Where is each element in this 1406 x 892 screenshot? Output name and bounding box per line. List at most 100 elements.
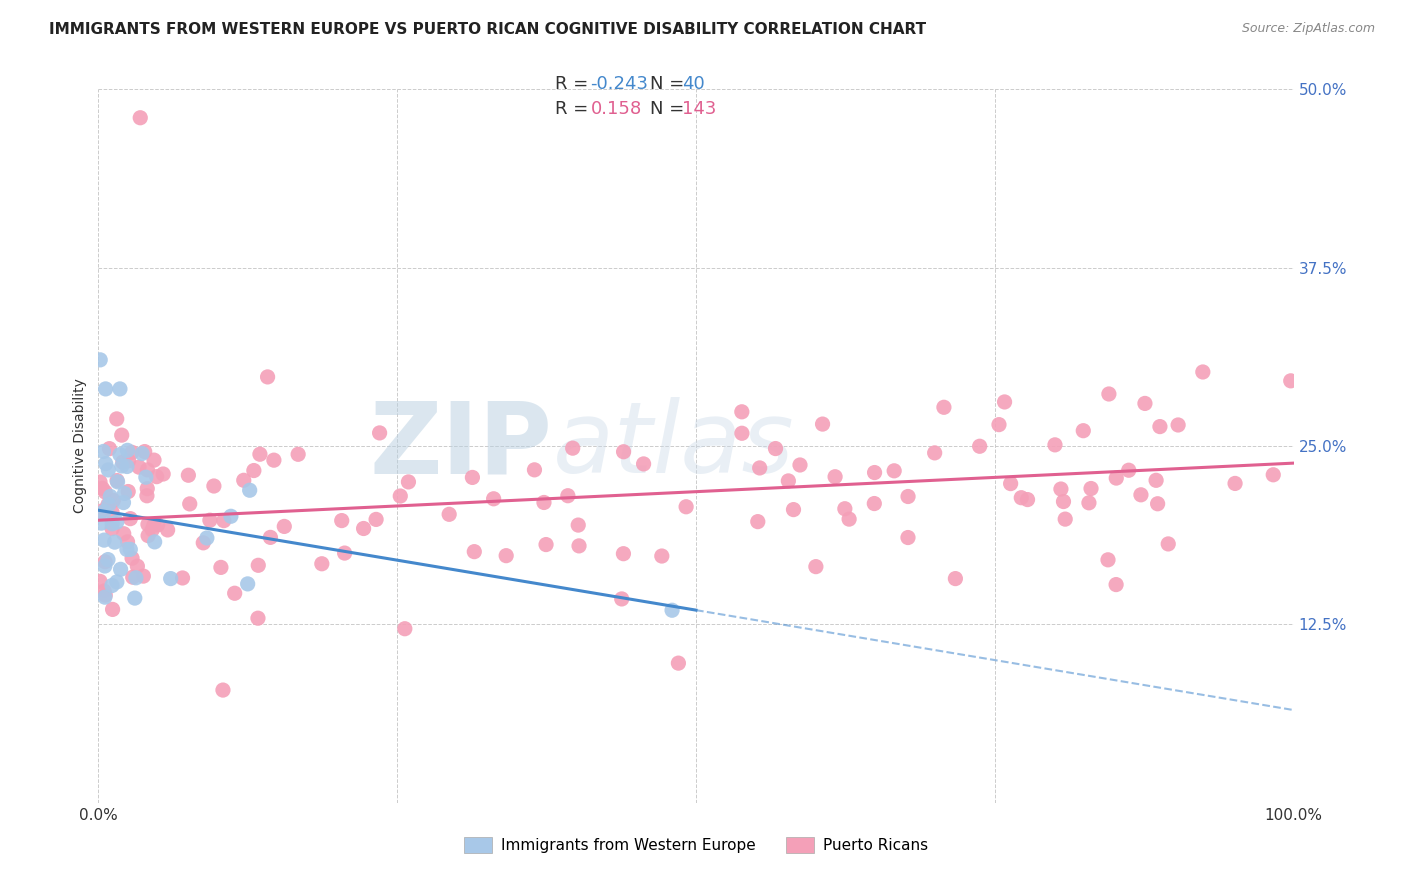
Point xyxy=(124,591,146,606)
Point xyxy=(105,515,128,529)
Point xyxy=(108,448,131,462)
Point xyxy=(108,382,131,396)
Point xyxy=(394,622,416,636)
Point xyxy=(219,509,242,524)
Point xyxy=(93,584,115,599)
Point xyxy=(125,571,148,585)
Point xyxy=(101,602,124,616)
Point xyxy=(666,656,689,670)
Point xyxy=(932,401,955,415)
Point xyxy=(1043,438,1066,452)
Point xyxy=(1105,577,1128,591)
Point xyxy=(437,508,460,522)
Point xyxy=(1052,494,1074,508)
Point xyxy=(804,559,827,574)
Point xyxy=(651,549,673,563)
Point xyxy=(146,517,169,532)
Point xyxy=(129,111,152,125)
Point xyxy=(1097,553,1119,567)
Point xyxy=(105,474,128,488)
Point xyxy=(731,405,754,419)
Point xyxy=(1223,476,1246,491)
Point xyxy=(256,370,278,384)
Point xyxy=(101,516,124,531)
Point xyxy=(93,444,115,458)
Point xyxy=(98,442,121,456)
Text: atlas: atlas xyxy=(553,398,794,494)
Point xyxy=(557,489,579,503)
Point xyxy=(1191,365,1213,379)
Point xyxy=(101,522,124,536)
Point xyxy=(523,463,546,477)
Point xyxy=(105,412,128,426)
Point xyxy=(330,514,353,528)
Point xyxy=(495,549,517,563)
Point xyxy=(193,536,215,550)
Point xyxy=(782,502,804,516)
Point xyxy=(731,426,754,441)
Point xyxy=(105,574,128,589)
Point xyxy=(1118,463,1140,477)
Point xyxy=(259,530,281,544)
Point xyxy=(368,425,391,440)
Point xyxy=(461,470,484,484)
Point xyxy=(107,475,129,489)
Point xyxy=(93,533,115,548)
Point xyxy=(94,559,117,574)
Point xyxy=(104,535,127,549)
Point xyxy=(945,572,967,586)
Point xyxy=(121,570,143,584)
Point xyxy=(120,511,142,525)
Point xyxy=(94,590,117,604)
Point xyxy=(89,475,111,489)
Point xyxy=(115,542,138,557)
Point xyxy=(247,558,270,573)
Point xyxy=(838,512,860,526)
Point xyxy=(143,453,166,467)
Text: -0.243: -0.243 xyxy=(591,75,648,93)
Point xyxy=(117,484,139,499)
Point xyxy=(534,538,557,552)
Point xyxy=(89,352,111,367)
Text: R =: R = xyxy=(555,100,589,118)
Point xyxy=(1133,396,1156,410)
Point xyxy=(145,469,167,483)
Point xyxy=(136,528,159,542)
Point xyxy=(198,513,221,527)
Point xyxy=(1279,374,1302,388)
Point xyxy=(1080,482,1102,496)
Point xyxy=(101,578,124,592)
Point xyxy=(1105,471,1128,485)
Point xyxy=(136,517,159,532)
Point xyxy=(1071,424,1094,438)
Point xyxy=(135,470,157,484)
Point xyxy=(117,443,139,458)
Point xyxy=(90,504,112,518)
Point xyxy=(778,474,800,488)
Text: N =: N = xyxy=(650,75,683,93)
Point xyxy=(94,588,117,602)
Point xyxy=(89,574,111,589)
Point xyxy=(136,482,159,496)
Point xyxy=(243,464,266,478)
Point xyxy=(209,560,232,574)
Point xyxy=(1263,467,1285,482)
Point xyxy=(1129,488,1152,502)
Point xyxy=(177,468,200,483)
Point xyxy=(1098,387,1121,401)
Point xyxy=(1050,482,1073,496)
Point xyxy=(97,498,120,512)
Point xyxy=(824,469,846,483)
Point xyxy=(114,486,136,500)
Point xyxy=(389,489,412,503)
Point xyxy=(239,483,262,498)
Point xyxy=(533,495,555,509)
Point xyxy=(263,453,285,467)
Point xyxy=(1146,497,1168,511)
Point xyxy=(94,457,117,471)
Point xyxy=(1010,491,1032,505)
Text: 40: 40 xyxy=(682,75,704,93)
Point xyxy=(1167,417,1189,432)
Point xyxy=(111,458,134,473)
Y-axis label: Cognitive Disability: Cognitive Disability xyxy=(73,378,87,514)
